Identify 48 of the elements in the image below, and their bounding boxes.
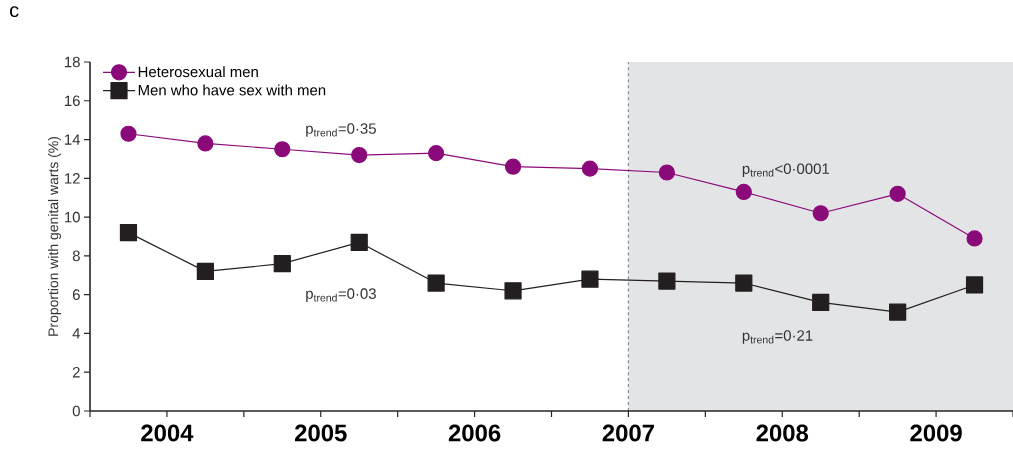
y-tick-label: 6	[72, 289, 80, 300]
point	[120, 125, 137, 142]
point	[197, 135, 214, 152]
point	[965, 276, 984, 294]
point	[735, 274, 753, 292]
y-tick-label: 4	[72, 328, 81, 339]
y-tick-label: 16	[65, 95, 80, 107]
point	[889, 303, 907, 321]
point	[350, 233, 368, 251]
legend-label: Heterosexual men	[138, 66, 258, 78]
y-tick-label: 14	[65, 134, 81, 145]
x-tick-label: 2008	[756, 424, 809, 442]
point	[889, 185, 906, 202]
point	[428, 145, 445, 162]
annotation: p$_{trend}$=0·35	[306, 123, 376, 137]
point	[581, 270, 599, 288]
annotation: p$_{trend}$=0·03	[306, 288, 376, 302]
y-tick-label: 10	[65, 211, 80, 223]
x-tick-label: 2009	[910, 424, 962, 442]
annotation: p$_{trend}$=0·21	[742, 330, 813, 344]
legend-label: Men who have sex with men	[138, 84, 326, 96]
x-tick-label: 2005	[294, 424, 347, 442]
point	[966, 230, 983, 247]
point	[812, 205, 829, 222]
annotation: p$_{trend}$<0·0001	[742, 163, 830, 177]
y-axis-title: Proportion with genital warts (%)	[48, 137, 62, 336]
point	[196, 262, 214, 280]
point	[273, 255, 291, 273]
point	[274, 141, 291, 158]
point	[351, 146, 368, 164]
point	[658, 272, 676, 290]
y-tick-label: 0	[72, 405, 80, 417]
x-tick-label: 2007	[602, 424, 654, 442]
point	[119, 224, 138, 242]
point	[812, 293, 830, 312]
y-tick-label: 8	[72, 250, 80, 262]
y-tick-label: 12	[65, 173, 80, 184]
chart-title: c	[10, 6, 19, 18]
x-tick-label: 2004	[141, 424, 194, 442]
y-tick-label: 2	[72, 367, 80, 378]
point	[658, 164, 675, 181]
point	[504, 158, 522, 175]
y-tick-label: 18	[65, 56, 80, 68]
point	[504, 282, 522, 300]
point	[581, 160, 599, 177]
point	[427, 274, 445, 292]
point	[735, 183, 752, 200]
x-tick-label: 2006	[448, 424, 501, 442]
